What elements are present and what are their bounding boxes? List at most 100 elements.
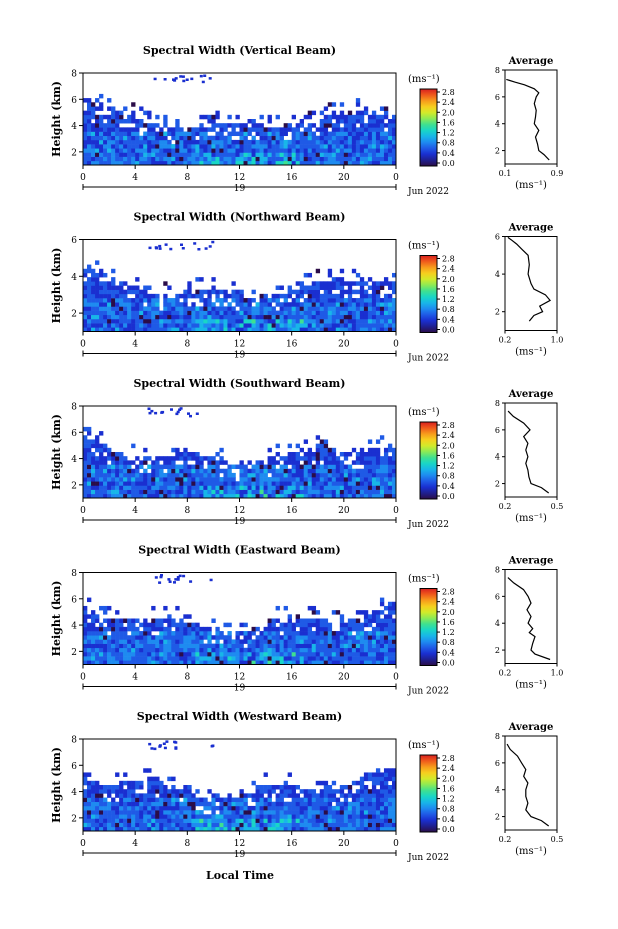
heatmap-cell — [327, 318, 333, 324]
heatmap-cell — [227, 639, 232, 644]
heatmap-cell — [275, 468, 280, 474]
heatmap-cell — [291, 460, 296, 465]
heatmap-cell — [379, 814, 385, 819]
heatmap-cell — [287, 302, 292, 307]
heatmap-cell — [111, 785, 116, 790]
heatmap-cell — [295, 456, 300, 461]
heatmap-cell — [119, 477, 124, 482]
heatmap-cell — [323, 160, 329, 166]
heatmap-cell — [355, 302, 361, 307]
heatmap-cell — [183, 785, 188, 790]
heatmap-cell — [347, 622, 353, 628]
heatmap-cell — [279, 801, 284, 807]
heatmap-cell — [355, 152, 361, 157]
heatmap-cell — [267, 144, 272, 149]
heatmap-cell — [375, 622, 381, 628]
heatmap-cell — [183, 460, 188, 465]
heatmap-cell — [167, 152, 172, 157]
heatmap-cell — [275, 656, 280, 661]
heatmap-cell — [155, 651, 160, 657]
heatmap-cell — [227, 472, 232, 478]
heatmap-cell — [327, 139, 333, 145]
heatmap-cell — [151, 793, 156, 798]
heatmap-cell — [351, 139, 357, 145]
heatmap-cell — [315, 631, 321, 636]
heatmap-cell — [263, 805, 268, 811]
heatmap-cell — [347, 139, 353, 145]
heatmap-cell — [387, 485, 393, 490]
heatmap-cell — [255, 160, 260, 166]
heatmap-cell — [135, 456, 140, 461]
heatmap-cell — [331, 481, 337, 486]
heatmap-cell — [383, 605, 389, 611]
heatmap-cell — [175, 622, 180, 628]
heatmap-cell — [191, 468, 196, 474]
heatmap-cell — [119, 639, 124, 644]
heatmap-cell — [375, 318, 381, 324]
heatmap-cell — [239, 477, 244, 482]
heatmap-cell — [383, 785, 389, 790]
heatmap-cell — [231, 464, 236, 470]
heatmap-cell — [267, 785, 272, 790]
heatmap-cell — [359, 456, 365, 461]
heatmap-cell — [147, 651, 152, 657]
heatmap-cell — [95, 793, 100, 798]
heatmap-cell — [259, 793, 264, 798]
heatmap-cell — [243, 635, 248, 640]
heatmap-cell — [259, 805, 264, 811]
heatmap-cell — [303, 156, 309, 162]
heatmap-cell — [311, 323, 317, 328]
heatmap-cell — [103, 289, 108, 295]
heatmap-cell — [215, 468, 220, 474]
heatmap-cell — [271, 472, 276, 478]
heatmap-cell — [223, 318, 228, 324]
heatmap-cell — [287, 785, 292, 790]
heatmap-cell — [271, 456, 276, 461]
heatmap-cell — [199, 156, 204, 162]
heatmap-cell — [275, 472, 280, 478]
heatmap-cell — [151, 144, 156, 149]
heatmap-cell — [347, 123, 353, 128]
heatmap-cell — [123, 160, 128, 166]
heatmap-cell — [211, 152, 216, 157]
heatmap-cell — [235, 289, 240, 295]
heatmap-cell — [139, 123, 144, 128]
heatmap-cell — [151, 660, 156, 665]
heatmap-cell — [171, 318, 176, 324]
heatmap-cell — [263, 127, 268, 132]
heatmap-cell — [327, 114, 333, 120]
heatmap-cell — [283, 643, 288, 649]
heatmap-cell — [187, 793, 192, 798]
heatmap-cell — [99, 489, 104, 495]
heatmap-cell — [387, 639, 393, 644]
heatmap-cell — [83, 814, 88, 819]
heatmap-cell — [103, 114, 108, 120]
heatmap-cell — [359, 277, 365, 282]
heatmap-cell — [139, 818, 144, 823]
heatmap-cell — [263, 131, 268, 137]
heatmap-cell — [143, 306, 148, 311]
heatmap-cell — [189, 580, 193, 583]
heatmap-cell — [147, 785, 152, 790]
heatmap-cell — [207, 631, 212, 636]
heatmap-cell — [239, 302, 244, 307]
colorbar-tick-label: 2.4 — [442, 265, 455, 274]
heatmap-cell — [267, 148, 272, 153]
heatmap-cell — [307, 493, 313, 499]
heatmap-cell — [123, 293, 128, 299]
heatmap-cell — [147, 318, 152, 324]
heatmap-cell — [263, 826, 268, 832]
heatmap-cell — [379, 793, 385, 798]
heatmap-cell — [211, 826, 216, 832]
heatmap-cell — [207, 477, 212, 482]
heatmap-cell — [231, 810, 236, 815]
y-tick-label: 4 — [71, 273, 77, 283]
heatmap-cell — [319, 810, 325, 815]
heatmap-cell — [271, 639, 276, 644]
heatmap-cell — [159, 656, 164, 661]
heatmap-cell — [159, 327, 164, 332]
heatmap-cell — [119, 160, 124, 166]
heatmap-cell — [363, 822, 369, 828]
heatmap-cell — [143, 631, 148, 636]
heatmap-cell — [271, 651, 276, 657]
